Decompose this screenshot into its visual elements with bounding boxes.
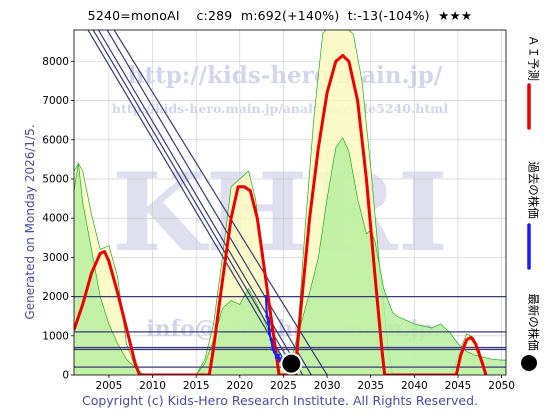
x-tick-label: 2020	[226, 380, 253, 392]
trend-line	[97, 30, 304, 375]
legend-ai-label: ＡＩ予測	[527, 35, 541, 81]
legend-past: 過去の株価	[527, 161, 541, 270]
past-price-point	[264, 294, 268, 299]
generated-date: Generated on Monday 2026/1/5.	[23, 124, 37, 320]
y-tick-label: 8000	[42, 56, 69, 68]
x-tick-label: 2045	[445, 380, 472, 392]
model-price: m:692(+140%)	[240, 8, 340, 23]
legend-past-label: 過去の株価	[527, 161, 541, 219]
past-price-point	[273, 350, 277, 354]
legend-latest-label: 最新の株価	[527, 293, 541, 351]
past-price-point	[276, 353, 280, 357]
y-tick-label: 5000	[42, 173, 69, 185]
legend-latest-swatch	[521, 355, 537, 371]
y-tick-label: 2000	[42, 291, 69, 303]
past-price-point	[269, 338, 273, 342]
x-tick-label: 2035	[357, 380, 384, 392]
y-tick-label: 6000	[42, 134, 69, 146]
x-tick-label: 2030	[314, 380, 341, 392]
plot-frame	[73, 29, 507, 376]
x-tick-label: 2005	[96, 380, 123, 392]
past-price-point	[265, 314, 269, 318]
y-tick-label: 3000	[42, 252, 69, 264]
x-tick-label: 2015	[183, 380, 210, 392]
legend-ai: ＡＩ予測	[527, 35, 541, 130]
y-tick-label: 0	[62, 370, 69, 382]
chart-header: 5240=monoAI c:289 m:692(+140%) t:-13(-10…	[0, 8, 560, 23]
watermark-khri: KHRI	[112, 150, 448, 276]
x-tick-label: 2025	[270, 380, 297, 392]
latest-price-dot	[282, 354, 301, 373]
rating-stars: ★★★	[438, 8, 473, 23]
legend-latest: 最新の株価	[521, 293, 541, 371]
stock-code: 5240=monoAI	[87, 8, 180, 23]
y-tick-label: 7000	[42, 95, 69, 107]
x-tick-label: 2040	[401, 380, 428, 392]
trend-price: t:-13(-104%)	[347, 8, 430, 23]
current-price: c:289	[196, 8, 233, 23]
watermark-url: http://kids-hero.main.jp/	[128, 62, 443, 89]
x-tick-label: 2050	[488, 380, 515, 392]
y-tick-label: 1000	[42, 330, 69, 342]
copyright: Copyright (c) Kids-Hero Research Institu…	[81, 393, 479, 408]
past-price-point	[267, 320, 271, 324]
plot-area	[74, 30, 506, 375]
x-tick-label: 2010	[139, 380, 166, 392]
ai-forecast-line	[74, 54, 488, 375]
past-price-point	[271, 347, 275, 352]
past-price-point	[267, 332, 272, 336]
trend-line	[92, 30, 298, 375]
trend-line	[106, 30, 312, 375]
trend-line	[87, 30, 294, 375]
trend-line	[113, 30, 328, 375]
y-tick-label: 4000	[42, 213, 69, 225]
